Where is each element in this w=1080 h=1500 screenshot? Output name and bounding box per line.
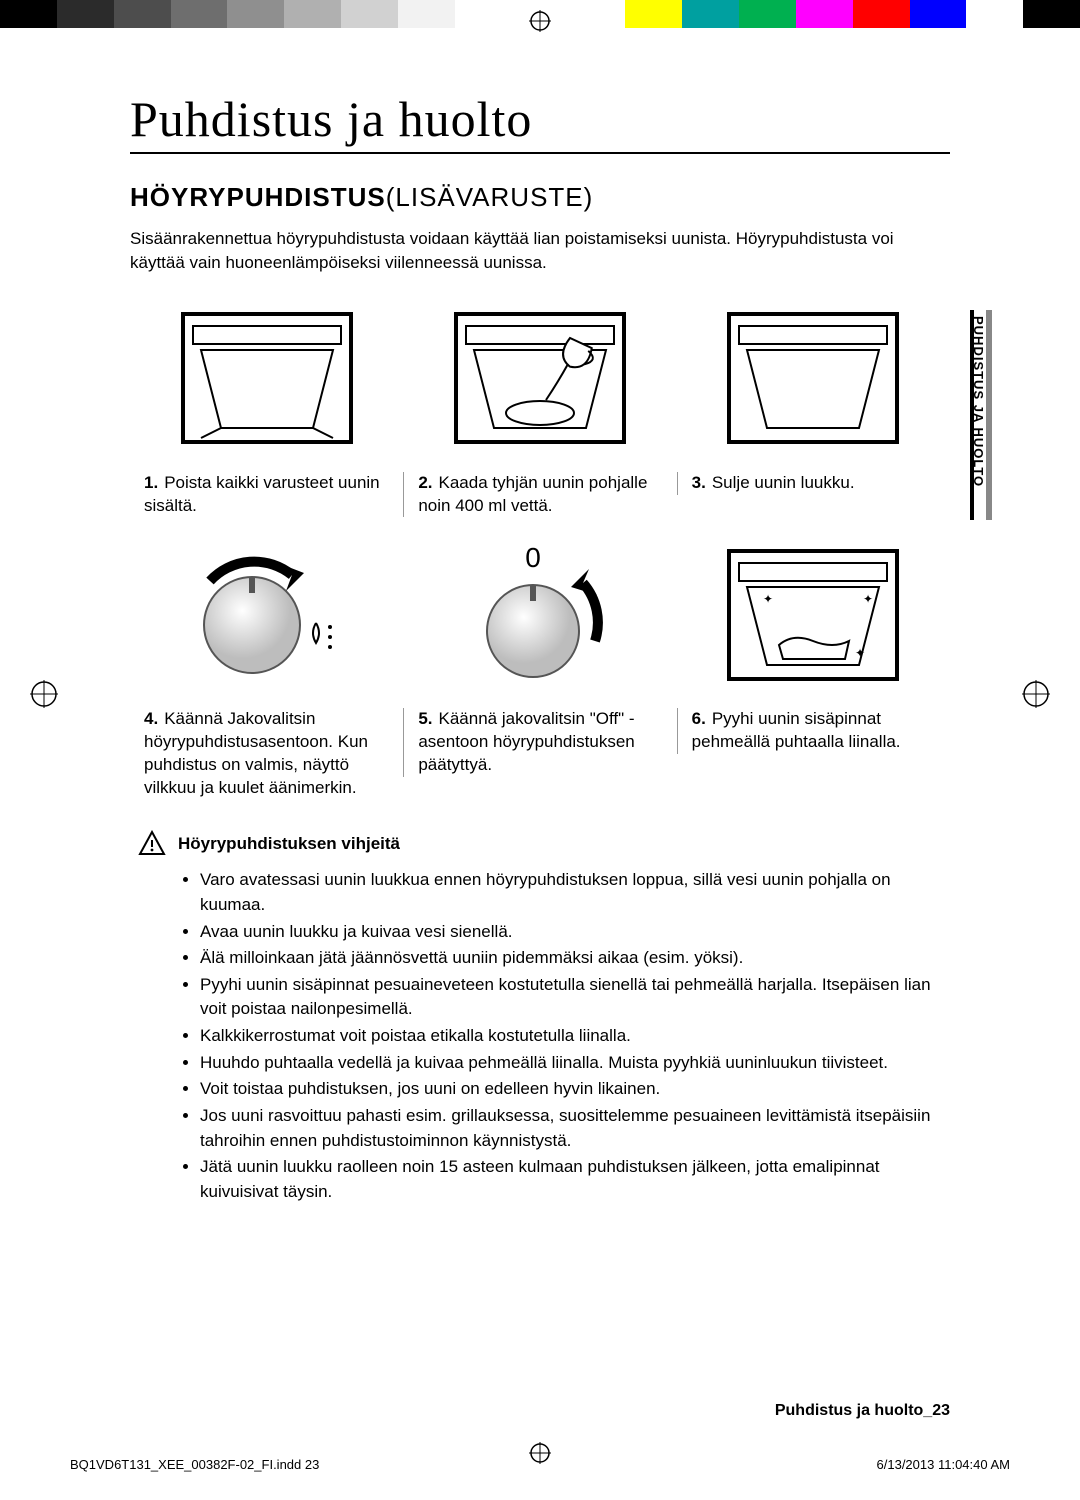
svg-text:✦: ✦ [763, 592, 773, 606]
step-6-caption: 6.Pyyhi uunin sisäpinnat pehmeällä puhta… [677, 708, 942, 754]
side-tab: PUHDISTUS JA HUOLTO [970, 310, 992, 520]
step-3-figure [685, 301, 942, 456]
tips-item: Varo avatessasi uunin luukkua ennen höyr… [200, 868, 950, 917]
tips-item: Voit toistaa puhdistuksen, jos uuni on e… [200, 1077, 950, 1102]
step-2-caption: 2.Kaada tyhjän uunin pohjalle noin 400 m… [403, 472, 668, 518]
step-3: 3.Sulje uunin luukku. [677, 301, 950, 518]
tips-item: Älä milloinkaan jätä jäännösvettä uuniin… [200, 946, 950, 971]
step-3-caption: 3.Sulje uunin luukku. [677, 472, 942, 495]
step-4-caption: 4.Käännä Jakovalitsin höyrypuhdistusasen… [138, 708, 395, 800]
step-4-figure [138, 537, 395, 692]
tips-title: Höyrypuhdistuksen vihjeitä [178, 834, 400, 854]
step-4: 4.Käännä Jakovalitsin höyrypuhdistusasen… [130, 537, 403, 800]
registration-mark-left [30, 680, 58, 715]
tips-item: Pyyhi uunin sisäpinnat pesuaineveteen ko… [200, 973, 950, 1022]
svg-text:✦: ✦ [863, 592, 873, 606]
tips-item: Kalkkikerrostumat voit poistaa etikalla … [200, 1024, 950, 1049]
tips-item: Jos uuni rasvoittuu pahasti esim. grilla… [200, 1104, 950, 1153]
step-5-figure: 0 [411, 537, 668, 692]
svg-text:0: 0 [525, 545, 541, 573]
step-2-figure [411, 301, 668, 456]
step-1: 1.Poista kaikki varusteet uunin sisältä. [130, 301, 403, 518]
intro-paragraph: Sisäänrakennettua höyrypuhdistusta voida… [130, 227, 950, 275]
print-footer: BQ1VD6T131_XEE_00382F-02_FI.indd 23 6/13… [70, 1457, 1010, 1472]
step-6: ✦ ✦ ✦ 6.Pyyhi uunin sisäpinnat pehmeällä… [677, 537, 950, 800]
page-title: Puhdistus ja huolto [130, 90, 950, 154]
section-heading: HÖYRYPUHDISTUS(LISÄVARUSTE) [130, 182, 950, 213]
tips-heading: Höyrypuhdistuksen vihjeitä [138, 830, 950, 858]
step-1-figure [138, 301, 395, 456]
section-heading-light: (LISÄVARUSTE) [386, 182, 594, 212]
step-1-caption: 1.Poista kaikki varusteet uunin sisältä. [138, 472, 395, 518]
steps-grid: 1.Poista kaikki varusteet uunin sisältä. [130, 301, 950, 801]
step-6-figure: ✦ ✦ ✦ [685, 537, 942, 692]
page-content: Puhdistus ja huolto HÖYRYPUHDISTUS(LISÄV… [130, 90, 950, 1207]
print-file: BQ1VD6T131_XEE_00382F-02_FI.indd 23 [70, 1457, 319, 1472]
registration-mark-right [1022, 680, 1050, 715]
warning-icon [138, 830, 166, 858]
tips-list: Varo avatessasi uunin luukkua ennen höyr… [200, 868, 950, 1204]
registration-mark-top [529, 10, 551, 38]
section-heading-bold: HÖYRYPUHDISTUS [130, 182, 386, 212]
tips-item: Huuhdo puhtaalla vedellä ja kuivaa pehme… [200, 1051, 950, 1076]
tips-item: Avaa uunin luukku ja kuivaa vesi sienell… [200, 920, 950, 945]
step-5: 0 5.Käännä jakovalitsin "Off" -asentoon … [403, 537, 676, 800]
print-timestamp: 6/13/2013 11:04:40 AM [877, 1457, 1010, 1472]
svg-text:✦: ✦ [855, 646, 865, 660]
tips-item: Jätä uunin luukku raolleen noin 15 astee… [200, 1155, 950, 1204]
step-2: 2.Kaada tyhjän uunin pohjalle noin 400 m… [403, 301, 676, 518]
step-5-caption: 5.Käännä jakovalitsin "Off" -asentoon hö… [403, 708, 668, 777]
page-footer-label: Puhdistus ja huolto_23 [775, 1402, 950, 1420]
